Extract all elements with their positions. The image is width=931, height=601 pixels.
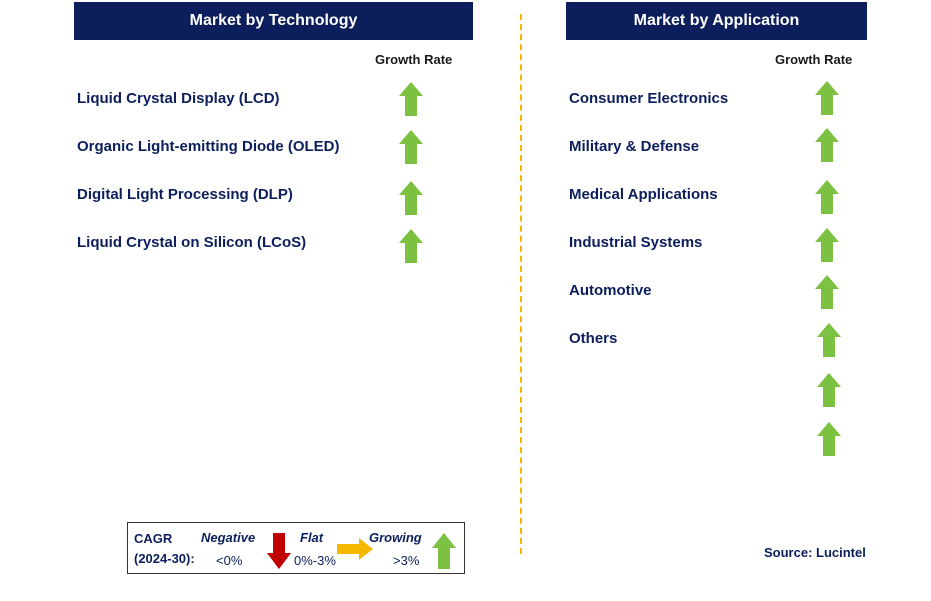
up-arrow-icon [817, 422, 841, 456]
application-item-medical: Medical Applications [569, 186, 718, 203]
technology-item-oled: Organic Light-emitting Diode (OLED) [77, 138, 340, 155]
application-header: Market by Application [566, 2, 867, 40]
legend-cagr-period: (2024-30): [134, 551, 195, 566]
down-arrow-icon [267, 533, 291, 569]
legend-cagr-label: CAGR [134, 531, 173, 546]
technology-header: Market by Technology [74, 2, 473, 40]
up-arrow-icon [815, 81, 839, 115]
application-item-industrial: Industrial Systems [569, 234, 703, 251]
application-item-others: Others [569, 330, 618, 347]
technology-item-lcos: Liquid Crystal on Silicon (LCoS) [77, 234, 307, 251]
up-arrow-icon [432, 533, 456, 569]
application-growth-rate-label: Growth Rate [775, 52, 853, 67]
application-item-automotive: Automotive [569, 282, 652, 299]
legend-negative-label: Negative [201, 530, 256, 545]
up-arrow-icon [815, 128, 839, 162]
section-divider [520, 14, 522, 554]
legend-flat-label: Flat [300, 530, 324, 545]
up-arrow-icon [399, 229, 423, 263]
up-arrow-icon [815, 228, 839, 262]
right-arrow-icon [337, 538, 373, 560]
legend-growing-range: >3% [393, 553, 420, 568]
up-arrow-icon [815, 180, 839, 214]
up-arrow-icon [399, 181, 423, 215]
up-arrow-icon [399, 130, 423, 164]
legend-flat-range: 0%-3% [294, 553, 336, 568]
application-item-military-defense: Military & Defense [569, 138, 700, 155]
source-label: Source: Lucintel [764, 545, 866, 560]
cagr-legend: CAGR (2024-30): Negative <0% Flat 0%-3% … [127, 522, 465, 574]
technology-item-lcd: Liquid Crystal Display (LCD) [77, 90, 280, 107]
technology-growth-rate-label: Growth Rate [375, 52, 453, 67]
technology-item-dlp: Digital Light Processing (DLP) [77, 186, 293, 203]
legend-negative-range: <0% [216, 553, 243, 568]
up-arrow-icon [817, 373, 841, 407]
up-arrow-icon [815, 275, 839, 309]
up-arrow-icon [399, 82, 423, 116]
legend-growing-label: Growing [369, 530, 422, 545]
application-item-consumer-electronics: Consumer Electronics [569, 90, 729, 107]
up-arrow-icon [817, 323, 841, 357]
